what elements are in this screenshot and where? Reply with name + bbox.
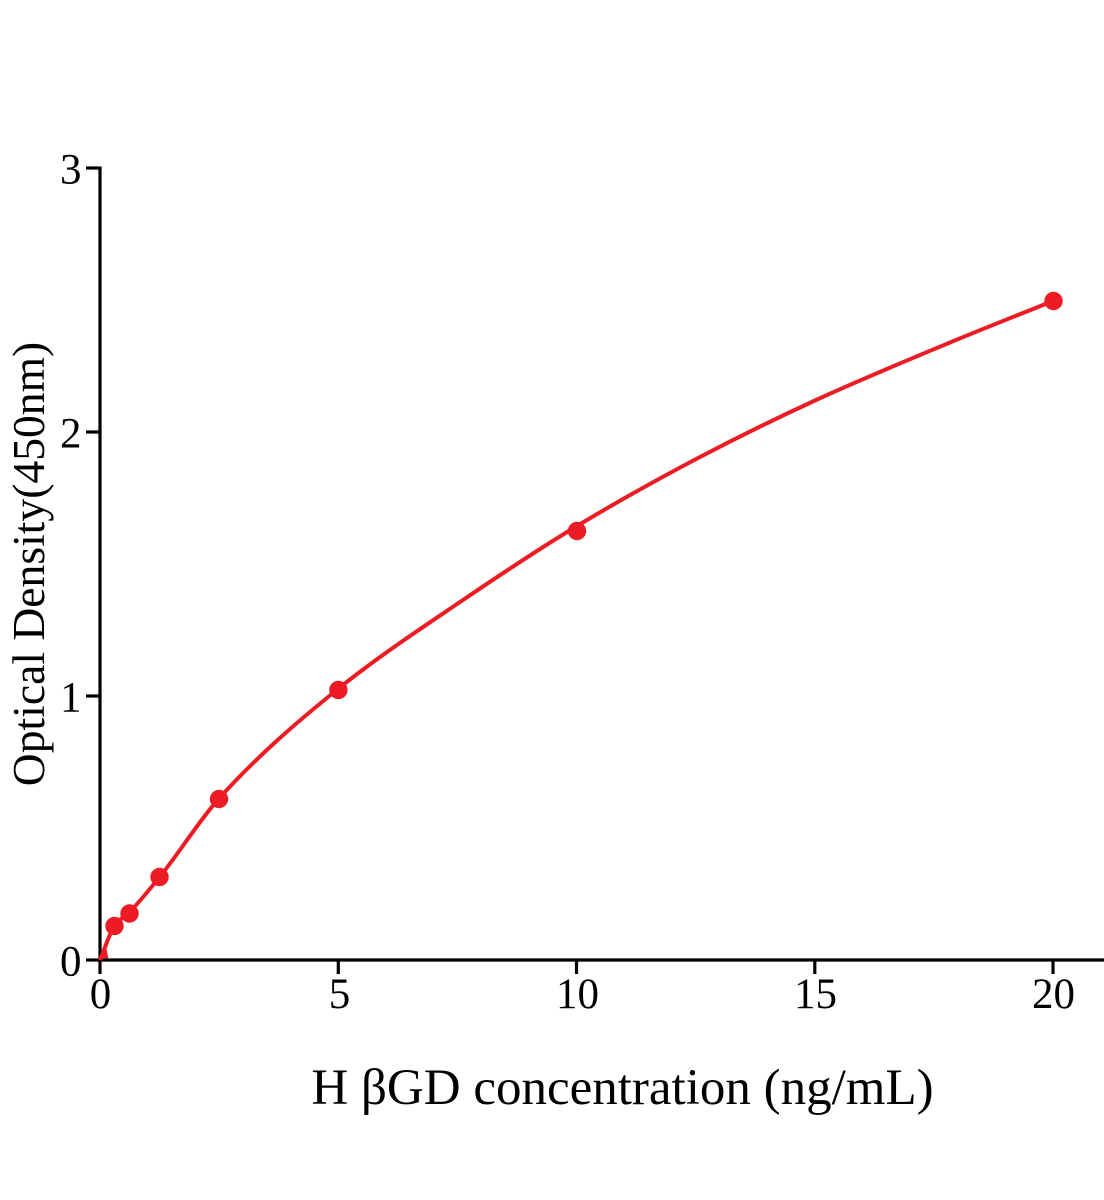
svg-text:0: 0 xyxy=(60,938,82,985)
svg-text:20: 20 xyxy=(1032,971,1075,1018)
svg-text:15: 15 xyxy=(794,971,837,1018)
svg-text:3: 3 xyxy=(60,146,82,193)
svg-text:1: 1 xyxy=(60,674,82,721)
svg-text:5: 5 xyxy=(329,971,351,1018)
svg-text:0: 0 xyxy=(90,971,112,1018)
svg-text:10: 10 xyxy=(556,971,599,1018)
svg-text:Optical Density(450nm): Optical Density(450nm) xyxy=(3,342,54,786)
svg-text:2: 2 xyxy=(60,410,82,457)
svg-text:H βGD concentration (ng/mL): H βGD concentration (ng/mL) xyxy=(311,1060,933,1116)
